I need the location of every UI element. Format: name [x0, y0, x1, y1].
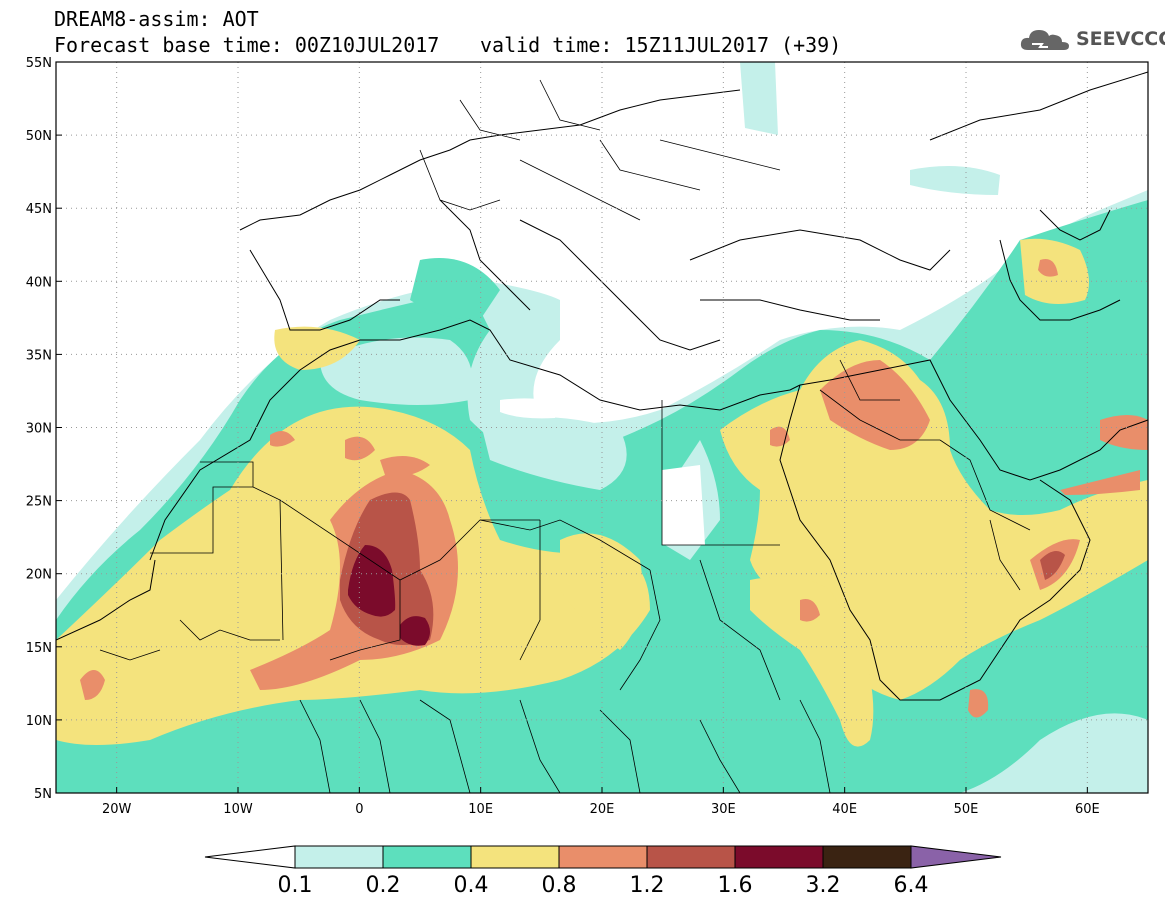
longitude-labels: 20W 10W 0 10E 20E 30E 40E 50E 60E — [102, 787, 1100, 817]
colorbar-label: 3.2 — [806, 873, 841, 898]
colorbar-label: 6.4 — [894, 873, 929, 898]
cloud-icon — [1020, 30, 1069, 50]
colorbar-segment — [734, 845, 824, 869]
map-title: DREAM8-assim: AOT — [54, 7, 259, 31]
lat-tick-label: 25N — [26, 495, 52, 510]
colorbar-segment — [294, 845, 384, 869]
lon-tick-label: 40E — [832, 802, 857, 817]
colorbar-segment — [822, 845, 912, 869]
colorbar-label: 1.2 — [630, 873, 665, 898]
lat-tick-label: 5N — [34, 787, 52, 802]
lat-tick-label: 35N — [26, 348, 52, 363]
lon-tick-label: 20W — [102, 802, 132, 817]
lat-tick-label: 50N — [26, 129, 52, 144]
colorbar-label: 0.4 — [454, 873, 489, 898]
valid-time: valid time: 15Z11JUL2017 (+39) — [480, 33, 842, 57]
forecast-base-time: Forecast base time: 00Z10JUL2017 — [54, 33, 440, 57]
colorbar-label: 0.2 — [366, 873, 401, 898]
colorbar-segment — [558, 845, 648, 869]
seevccc-logo: SEEVCCC — [1018, 24, 1165, 56]
lat-tick-label: 30N — [26, 422, 52, 437]
colorbar-segment — [470, 845, 560, 869]
lon-tick-label: 10E — [468, 802, 493, 817]
lat-tick-label: 55N — [26, 56, 52, 71]
lon-tick-label: 30E — [711, 802, 736, 817]
lon-tick-label: 60E — [1075, 802, 1100, 817]
colorbar-label: 1.6 — [718, 873, 753, 898]
colorbar-label: 0.8 — [542, 873, 577, 898]
lat-tick-label: 40N — [26, 275, 52, 290]
logo-text: SEEVCCC — [1076, 28, 1165, 50]
colorbar-segment — [646, 845, 736, 869]
colorbar-low-arrow — [204, 845, 296, 869]
colorbar-high-arrow — [910, 845, 1002, 869]
lat-tick-label: 20N — [26, 568, 52, 583]
lat-tick-label: 10N — [26, 714, 52, 729]
colorbar-labels: 0.1 0.2 0.4 0.8 1.2 1.6 3.2 6.4 — [278, 873, 929, 898]
lat-tick-label: 45N — [26, 202, 52, 217]
country-borders — [99, 79, 1031, 793]
latitude-labels: 55N 50N 45N 40N 35N 30N 25N 20N 15N 10N 5N — [26, 56, 62, 802]
colorbar-segment — [382, 845, 472, 869]
lon-tick-label: 20E — [590, 802, 615, 817]
colorbar-label: 0.1 — [278, 873, 313, 898]
lon-tick-label: 0 — [355, 802, 363, 817]
colorbar — [204, 845, 1002, 869]
coastlines — [56, 71, 1148, 701]
aot-below-0.1 — [500, 398, 705, 545]
lon-tick-label: 50E — [954, 802, 979, 817]
lon-tick-label: 10W — [223, 802, 253, 817]
lat-tick-label: 15N — [26, 641, 52, 656]
